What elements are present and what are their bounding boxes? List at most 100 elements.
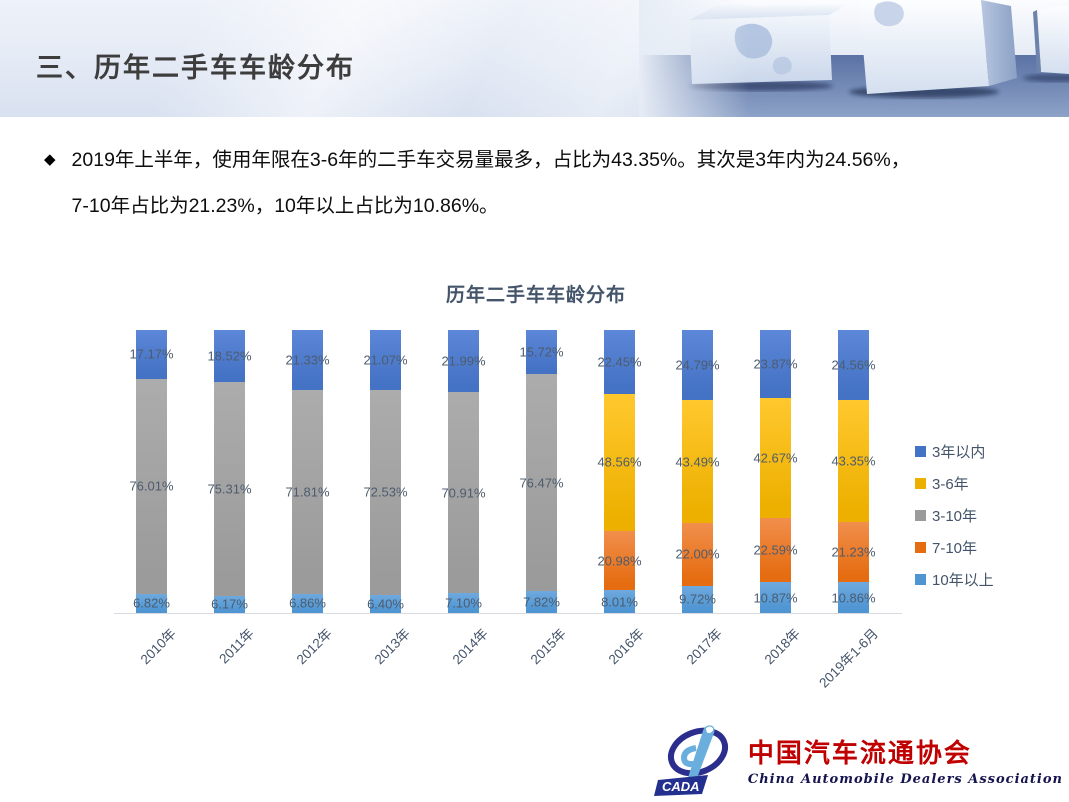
x-axis-line bbox=[114, 613, 902, 614]
data-label: 22.45% bbox=[597, 354, 642, 370]
bar-segment bbox=[760, 397, 791, 519]
bar-segment bbox=[448, 330, 479, 393]
legend-item: 7-10年 bbox=[915, 531, 994, 563]
legend-swatch-icon bbox=[915, 445, 926, 457]
bar-segment bbox=[214, 330, 245, 383]
plot-area: 6.82% 76.01% 17.17% 2010年 6.17% 75.31% 18.52% 2… bbox=[0, 329, 1069, 691]
legend-label: 3-10年 bbox=[932, 507, 978, 525]
x-axis-label: 2014年 bbox=[449, 625, 491, 668]
data-label: 6.17% bbox=[211, 596, 248, 612]
bar-segment bbox=[292, 390, 323, 594]
bar-segment bbox=[214, 382, 245, 596]
data-label: 6.86% bbox=[289, 595, 326, 611]
x-axis-label: 2010年 bbox=[137, 625, 179, 668]
x-axis-label: 2019年1-6月 bbox=[816, 625, 881, 691]
x-axis-label: 2016年 bbox=[605, 625, 647, 668]
bar-segment bbox=[604, 330, 635, 394]
bar-segment bbox=[682, 330, 713, 401]
logo-name-chinese: 中国汽车流通协会 bbox=[747, 739, 972, 769]
legend-swatch-icon bbox=[915, 509, 926, 521]
bar-segment bbox=[526, 374, 557, 591]
bar-segment bbox=[838, 330, 869, 400]
data-label: 10.86% bbox=[831, 590, 876, 606]
legend-swatch-icon bbox=[915, 573, 926, 585]
data-label: 7.10% bbox=[445, 595, 482, 611]
data-label: 76.01% bbox=[129, 478, 174, 494]
cada-acronym: CADA bbox=[662, 779, 700, 794]
x-axis-label: 2012年 bbox=[293, 625, 335, 668]
legend-swatch-icon bbox=[915, 477, 926, 489]
data-label: 6.40% bbox=[367, 596, 404, 612]
data-label: 21.07% bbox=[363, 352, 408, 368]
data-label: 22.00% bbox=[675, 546, 720, 562]
header-band: 三、历年二手车车龄分布 bbox=[0, 0, 1069, 117]
bar-segment bbox=[682, 523, 713, 586]
bar-segment bbox=[604, 590, 635, 613]
bar-segment bbox=[448, 392, 479, 593]
bar-segment bbox=[760, 582, 791, 613]
data-label: 21.23% bbox=[831, 544, 876, 560]
bar-segment bbox=[370, 594, 401, 613]
data-label: 43.49% bbox=[675, 454, 720, 470]
data-label: 7.82% bbox=[523, 594, 560, 610]
bar-segment bbox=[526, 590, 557, 613]
world-cubes-graphic bbox=[639, 0, 1069, 117]
legend-label: 10年以上 bbox=[932, 571, 994, 589]
bar-segment bbox=[838, 522, 869, 583]
data-label: 43.35% bbox=[831, 453, 876, 469]
summary-line-1: 2019年上半年，使用年限在3-6年的二手车交易量最多，占比为43.35%。其次… bbox=[71, 149, 911, 171]
bar-segment bbox=[292, 330, 323, 391]
data-label: 8.01% bbox=[601, 594, 638, 610]
x-axis-label: 2015年 bbox=[527, 625, 569, 668]
legend-label: 3年以内 bbox=[932, 443, 986, 461]
data-label: 21.99% bbox=[441, 353, 486, 369]
chart-title: 历年二手车车龄分布 bbox=[445, 285, 626, 306]
bar-segment bbox=[448, 592, 479, 613]
bar-segment bbox=[214, 595, 245, 613]
page-title[interactable]: 三、历年二手车车龄分布 bbox=[36, 53, 355, 83]
legend-swatch-icon bbox=[915, 541, 926, 553]
diamond-bullet-icon: ◆ bbox=[44, 151, 56, 168]
bar-segment bbox=[838, 399, 869, 523]
bar-segment bbox=[292, 593, 323, 613]
x-axis-label: 2017年 bbox=[683, 625, 725, 668]
bar-segment bbox=[682, 400, 713, 524]
data-label: 24.56% bbox=[831, 357, 876, 373]
x-axis-label: 2013年 bbox=[371, 625, 413, 668]
logo-name-english: China Automobile Dealers Association bbox=[747, 772, 1063, 787]
data-label: 22.59% bbox=[753, 542, 798, 558]
data-label: 75.31% bbox=[207, 481, 252, 497]
bar-segment bbox=[526, 329, 557, 375]
legend-item: 3年以内 bbox=[915, 435, 994, 467]
bar-segment bbox=[136, 378, 167, 594]
legend-item: 3-6年 bbox=[915, 467, 994, 499]
bar-segment bbox=[682, 585, 713, 613]
data-label: 6.82% bbox=[133, 595, 170, 611]
x-axis-label: 2011年 bbox=[216, 625, 257, 667]
bar-segment bbox=[370, 330, 401, 390]
legend-item: 10年以上 bbox=[915, 563, 994, 595]
data-label: 17.17% bbox=[129, 346, 174, 362]
x-axis-label: 2018年 bbox=[761, 625, 803, 668]
data-label: 76.47% bbox=[519, 475, 564, 491]
data-label: 10.87% bbox=[753, 590, 798, 606]
data-label: 15.72% bbox=[519, 344, 564, 360]
bar-segment bbox=[370, 389, 401, 595]
bar-segment bbox=[604, 393, 635, 531]
bar-segment bbox=[838, 582, 869, 613]
data-label: 72.53% bbox=[363, 484, 408, 500]
data-label: 21.33% bbox=[285, 352, 330, 368]
bar-segment bbox=[604, 530, 635, 591]
data-label: 71.81% bbox=[285, 484, 330, 500]
cada-emblem-icon: CADA bbox=[653, 725, 728, 796]
legend-label: 3-6年 bbox=[932, 475, 969, 493]
bar-segment bbox=[760, 518, 791, 583]
data-label: 20.98% bbox=[597, 553, 642, 569]
summary-text: 2019年上半年，使用年限在3-6年的二手车交易量最多，占比为43.35%。其次… bbox=[72, 137, 911, 229]
data-label: 23.87% bbox=[753, 356, 798, 372]
bar-segment bbox=[760, 330, 791, 398]
summary-textbox[interactable]: ◆ 2019年上半年，使用年限在3-6年的二手车交易量最多，占比为43.35%。… bbox=[44, 137, 1029, 229]
data-label: 42.67% bbox=[753, 450, 798, 466]
data-label: 18.52% bbox=[207, 348, 252, 364]
